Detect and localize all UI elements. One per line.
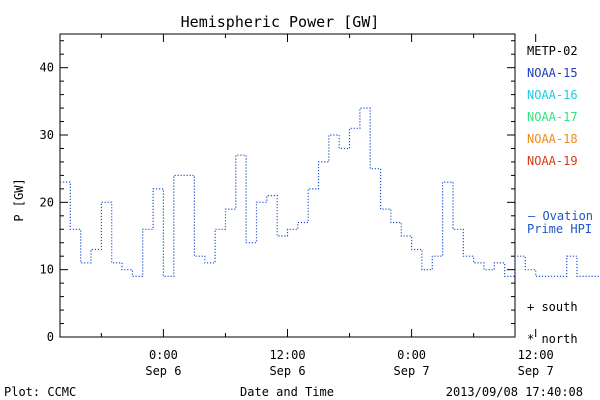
y-axis: 0 10 20 30 40 <box>40 40 515 344</box>
legend-noaa-16: NOAA-16 <box>527 88 578 102</box>
north-symbol-legend: * north <box>527 332 578 346</box>
x-tick-time: 12:00 <box>518 348 554 362</box>
chart-title: Hemispheric Power [GW] <box>181 13 380 31</box>
x-tick-date: Sep 6 <box>269 364 305 378</box>
legend-noaa-15: NOAA-15 <box>527 66 578 80</box>
x-tick-time: 12:00 <box>269 348 305 362</box>
legend: METP-02 NOAA-15 NOAA-16 NOAA-17 NOAA-18 NOAA-… <box>527 44 578 168</box>
x-tick-time: 0:00 <box>149 348 178 362</box>
y-tick-label: 10 <box>40 263 54 277</box>
y-tick-label: 0 <box>47 330 54 344</box>
ovation-legend-line2: Prime HPI <box>527 222 592 236</box>
y-tick-label: 20 <box>40 195 54 209</box>
y-tick-label: 30 <box>40 128 54 142</box>
x-tick-date: Sep 6 <box>145 364 181 378</box>
ovation-series <box>60 107 600 277</box>
x-tick-date: Sep 7 <box>394 364 430 378</box>
y-tick-label: 40 <box>40 61 54 75</box>
legend-noaa-18: NOAA-18 <box>527 132 578 146</box>
south-symbol-legend: + south <box>527 300 578 314</box>
y-axis-label: P [GW] <box>12 178 26 221</box>
ovation-legend-line1: — Ovation <box>528 209 593 223</box>
x-axis-label: Date and Time <box>240 385 334 399</box>
legend-noaa-17: NOAA-17 <box>527 110 578 124</box>
legend-noaa-19: NOAA-19 <box>527 154 578 168</box>
plot-timestamp: 2013/09/08 17:40:08 <box>446 385 583 399</box>
plot-frame <box>59 33 516 338</box>
ovation-line <box>60 107 600 277</box>
plot-credit: Plot: CCMC <box>4 385 76 399</box>
x-tick-date: Sep 7 <box>518 364 554 378</box>
legend-metp-02: METP-02 <box>527 44 578 58</box>
x-tick-time: 0:00 <box>397 348 426 362</box>
